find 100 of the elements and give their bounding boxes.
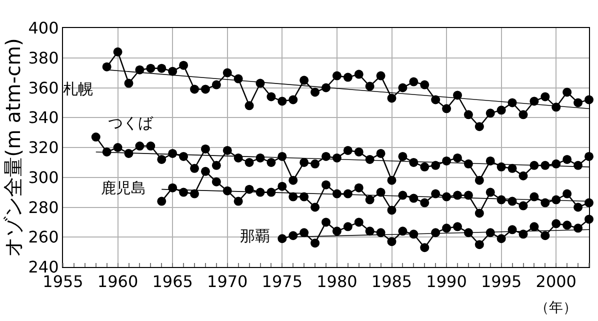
x-tick-label: 1975 (262, 272, 303, 292)
point (200, 84, 210, 94)
point (332, 153, 342, 162)
point (168, 66, 178, 76)
point (420, 80, 430, 90)
point (332, 226, 342, 236)
point (474, 122, 484, 132)
point (420, 243, 430, 252)
point (310, 202, 320, 212)
point (398, 226, 408, 236)
point (244, 184, 254, 194)
point (464, 110, 473, 120)
point (376, 228, 386, 238)
point (496, 106, 506, 115)
point (212, 160, 221, 170)
point (157, 64, 166, 73)
point (540, 92, 550, 102)
point (486, 188, 495, 197)
point (179, 60, 188, 70)
point (398, 83, 408, 92)
x-tick-label: 1995 (480, 272, 522, 292)
y-tick-label: 340 (28, 108, 59, 128)
point (474, 208, 484, 218)
point (354, 147, 364, 156)
point (365, 154, 374, 164)
point (387, 94, 396, 103)
point (508, 164, 517, 173)
point (288, 95, 298, 104)
point (343, 146, 352, 155)
point (464, 159, 473, 168)
point (376, 148, 386, 158)
point (234, 196, 243, 206)
point (190, 164, 199, 173)
point (574, 98, 583, 108)
point (244, 158, 254, 167)
point (387, 237, 396, 246)
point (190, 84, 199, 94)
point (157, 154, 166, 164)
point (288, 176, 298, 185)
point (562, 154, 572, 164)
point (234, 153, 243, 162)
point (113, 47, 122, 56)
point (518, 230, 528, 239)
point (387, 206, 396, 215)
point (310, 238, 320, 248)
point (266, 158, 276, 167)
point (431, 95, 440, 104)
point (124, 78, 134, 88)
point (300, 76, 309, 85)
point (322, 218, 330, 227)
point (474, 240, 484, 250)
series-label: 那覇 (240, 227, 270, 245)
point (365, 195, 374, 204)
point (496, 162, 506, 172)
point (574, 202, 583, 212)
series-label: つくば (108, 114, 154, 132)
point (562, 220, 572, 230)
x-tick-label: 2000 (536, 272, 576, 292)
point (212, 80, 221, 90)
point (157, 196, 166, 206)
point (212, 177, 221, 186)
point (453, 222, 462, 232)
point (530, 192, 539, 202)
point (442, 104, 452, 114)
point (222, 146, 232, 155)
y-axis-title: オゾン全量(m atm-cm) (0, 38, 25, 257)
point (365, 82, 374, 91)
point (354, 218, 364, 227)
point (200, 166, 210, 176)
point (365, 226, 374, 236)
point (540, 231, 550, 240)
point (91, 132, 100, 142)
point (562, 189, 572, 198)
point (518, 110, 528, 120)
point (146, 64, 156, 73)
x-tick-label: 1955 (42, 272, 84, 292)
x-axis-title: （年） (535, 300, 577, 316)
series-label: 札幌 (63, 80, 93, 98)
point (135, 142, 144, 151)
point (354, 70, 364, 79)
point (420, 198, 430, 208)
point (453, 153, 462, 162)
point (431, 160, 440, 170)
point (409, 77, 418, 86)
x-tick-label: 1970 (207, 272, 248, 292)
point (343, 72, 352, 82)
point (376, 71, 386, 80)
point (113, 143, 122, 152)
point (278, 234, 287, 244)
point (332, 71, 342, 80)
point (278, 96, 287, 106)
point (496, 234, 506, 244)
y-tick-label: 400 (28, 18, 59, 38)
point (310, 159, 320, 168)
x-tick-label: 1965 (152, 272, 193, 292)
point (222, 68, 232, 78)
point (398, 152, 408, 161)
y-tick-label: 260 (28, 228, 59, 247)
point (474, 176, 484, 185)
point (486, 108, 495, 118)
